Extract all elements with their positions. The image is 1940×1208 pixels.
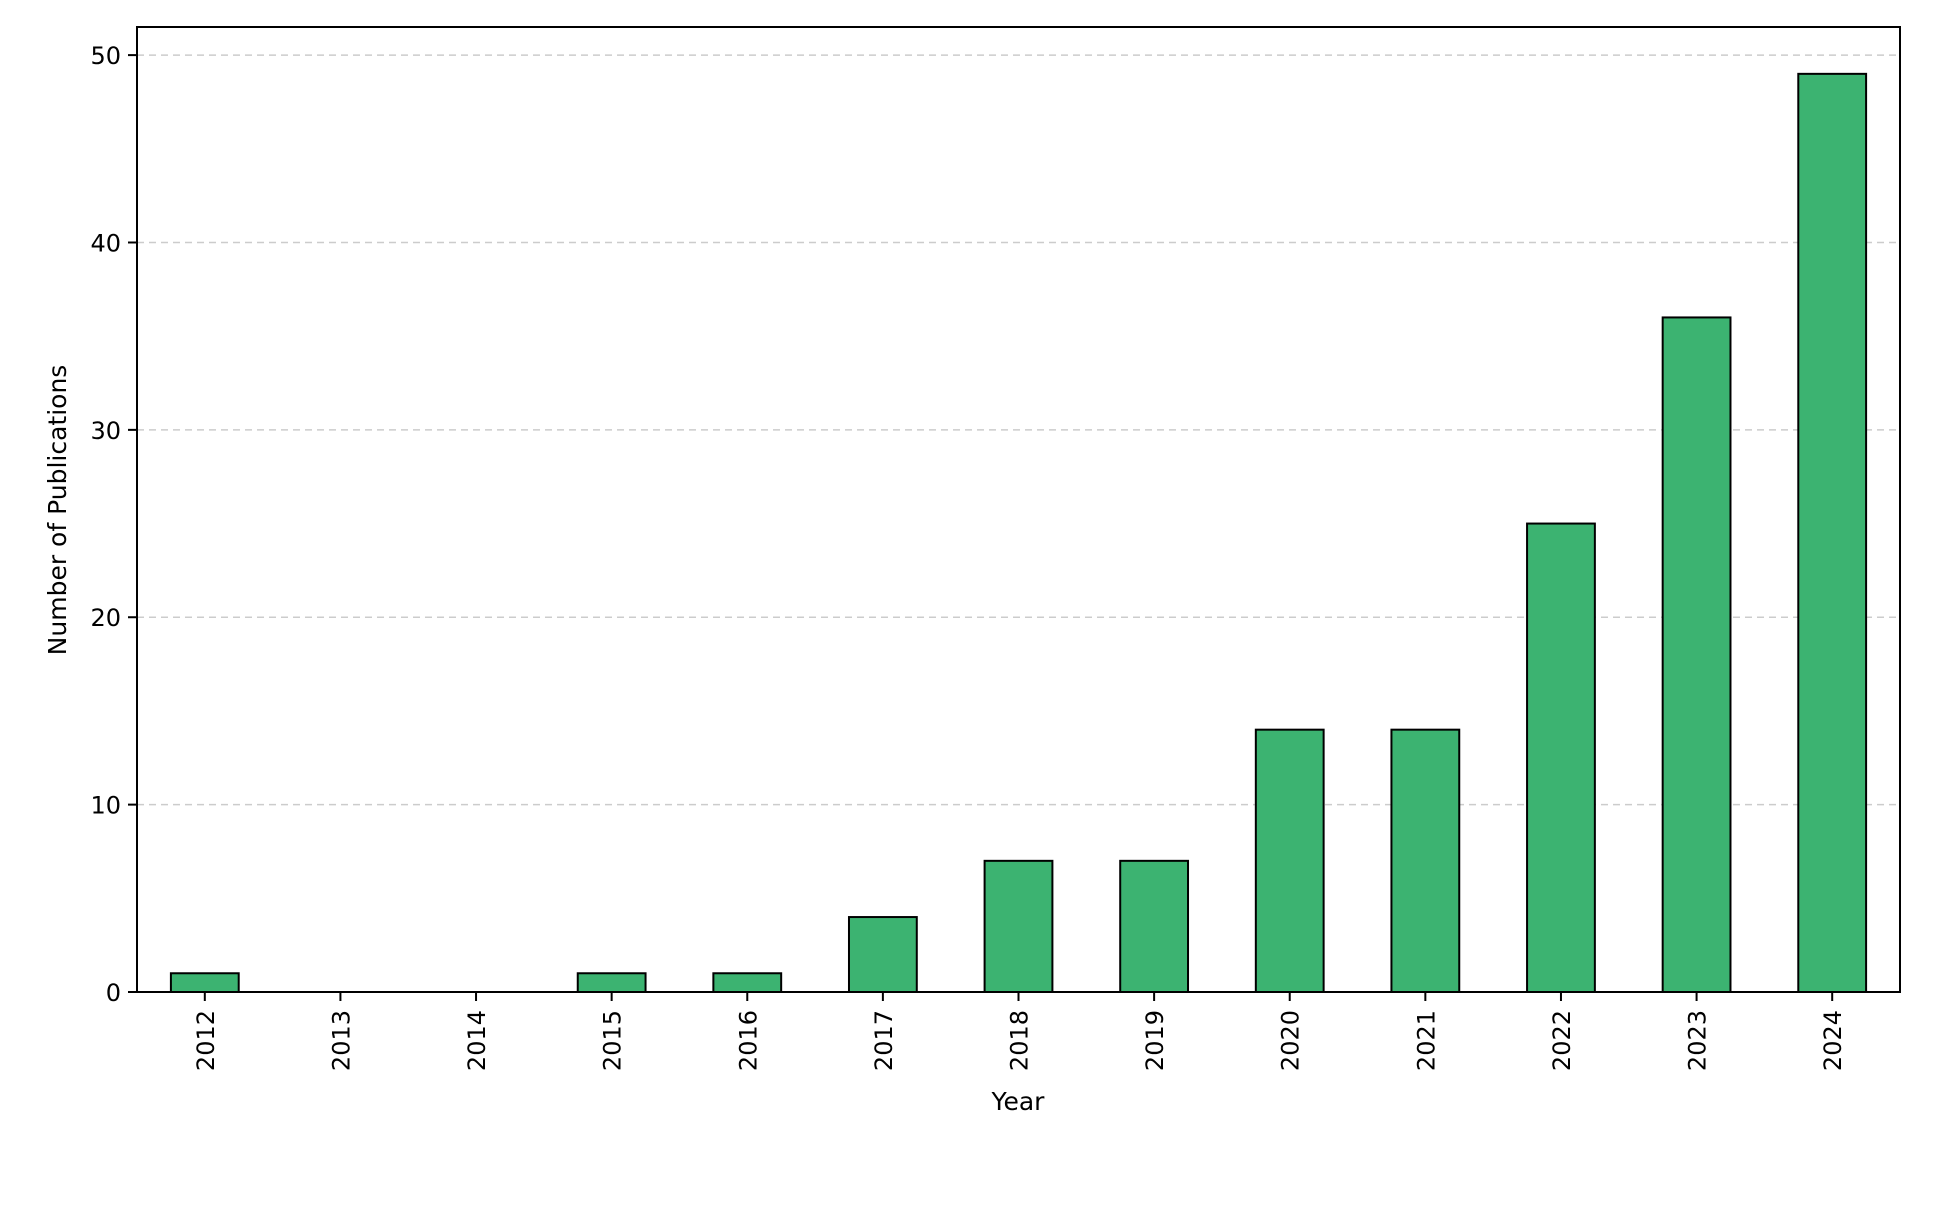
- bar-2022: [1526, 522, 1596, 993]
- bar-2017: [847, 916, 918, 993]
- x-tick-label: 2020: [1277, 1010, 1305, 1071]
- bars: [169, 72, 1868, 994]
- y-tick-label: 30: [90, 417, 121, 445]
- x-tick-label: 2014: [463, 1010, 491, 1071]
- y-tick-label: 0: [106, 979, 121, 1007]
- y-axis-label: Number of Publications: [43, 365, 72, 656]
- bar-2019: [1119, 859, 1190, 994]
- x-tick-label: 2016: [734, 1010, 762, 1071]
- x-tick-label: 2012: [192, 1010, 220, 1071]
- bar-2015: [576, 972, 647, 994]
- x-tick-label: 2015: [599, 1010, 627, 1071]
- x-tick-label: 2022: [1548, 1010, 1576, 1071]
- bar-2020: [1254, 728, 1325, 994]
- bar-2016: [712, 972, 783, 994]
- y-tick-label: 40: [90, 229, 121, 257]
- bar-2012: [169, 972, 240, 994]
- y-tick-label: 10: [90, 792, 121, 820]
- x-tick-label: 2024: [1819, 1010, 1847, 1071]
- x-tick-label: 2013: [327, 1010, 355, 1071]
- plot-frame: [136, 26, 1901, 993]
- x-axis: 2012 2013 2014 2015 2016 2017 2018 2019 2020 2021…: [192, 992, 1847, 1071]
- x-tick-label: 2017: [870, 1010, 898, 1071]
- x-tick-label: 2023: [1684, 1010, 1712, 1071]
- bar-2023: [1661, 316, 1732, 993]
- x-tick-label: 2021: [1412, 1010, 1440, 1071]
- bar-2024: [1797, 72, 1868, 993]
- x-axis-label: Year: [991, 1087, 1046, 1116]
- bar-2021: [1390, 728, 1461, 994]
- grid-lines: [137, 54, 1900, 806]
- y-axis: 0 10 20 30 40 50: [90, 42, 137, 1007]
- x-tick-label: 2019: [1141, 1010, 1169, 1071]
- x-tick-label: 2018: [1006, 1010, 1034, 1071]
- y-tick-label: 50: [90, 42, 121, 70]
- bar-2018: [983, 859, 1054, 994]
- y-tick-label: 20: [90, 604, 121, 632]
